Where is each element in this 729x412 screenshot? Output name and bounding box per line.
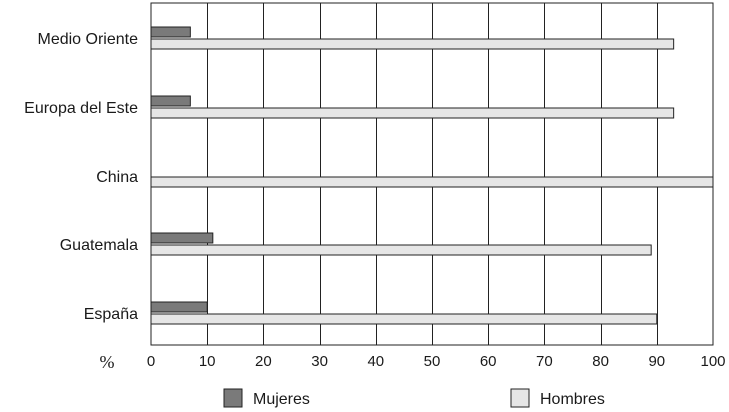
category-label: Guatemala [60, 237, 138, 254]
category-label: Medio Oriente [38, 31, 139, 48]
bar-mujeres-3 [150, 232, 214, 244]
bar-mujeres-4 [150, 301, 208, 313]
category-label: China [96, 169, 138, 186]
x-tick-label-20: 20 [255, 353, 272, 370]
category-label: Europa del Este [24, 100, 138, 117]
x-tick-label-50: 50 [424, 353, 441, 370]
legend-label-hombres: Hombres [540, 391, 605, 408]
bar-mujeres-0 [150, 26, 191, 38]
legend-swatch-mujeres [223, 388, 243, 408]
x-tick-label-80: 80 [592, 353, 609, 370]
x-tick-labels: 0 10 20 30 40 50 60 70 80 90 100 [147, 353, 726, 370]
x-tick-label-90: 90 [648, 353, 665, 370]
category-labels: Medio Oriente Europa del Este China Guatema… [24, 31, 138, 323]
x-tick-label-10: 10 [199, 353, 216, 370]
legend: Mujeres Hombres [223, 388, 605, 408]
bar-hombres-3 [150, 244, 652, 256]
x-tick-label-40: 40 [367, 353, 384, 370]
x-unit-label: % [100, 352, 115, 372]
bar-mujeres-1 [150, 95, 191, 107]
bar-hombres-2 [150, 176, 714, 188]
bar-hombres-0 [150, 38, 675, 50]
plot-frame [150, 2, 714, 346]
bar-hombres-4 [150, 313, 658, 325]
legend-label-mujeres: Mujeres [253, 391, 310, 408]
x-tick-label-70: 70 [536, 353, 553, 370]
legend-swatch-hombres [510, 388, 530, 408]
x-tick-label-0: 0 [147, 353, 155, 370]
x-tick-label-100: 100 [700, 353, 725, 370]
category-label: España [84, 306, 138, 323]
x-tick-label-30: 30 [311, 353, 328, 370]
grid-lines [207, 3, 658, 345]
x-tick-label-60: 60 [480, 353, 497, 370]
bar-hombres-1 [150, 107, 675, 119]
